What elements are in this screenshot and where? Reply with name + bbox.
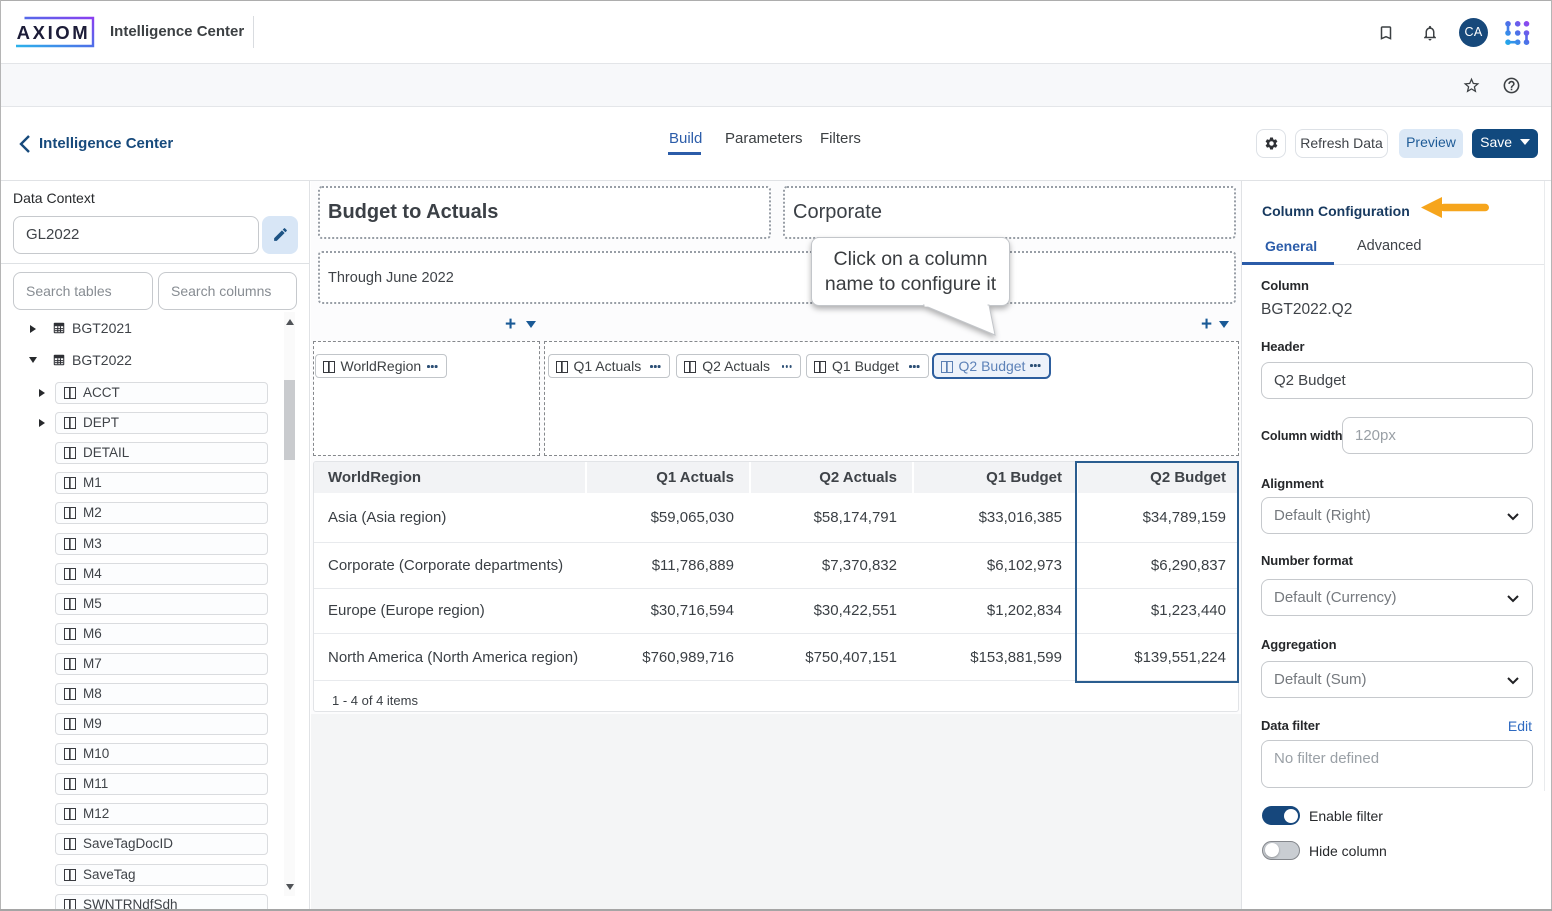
svg-text:AXIOM: AXIOM: [17, 22, 91, 43]
